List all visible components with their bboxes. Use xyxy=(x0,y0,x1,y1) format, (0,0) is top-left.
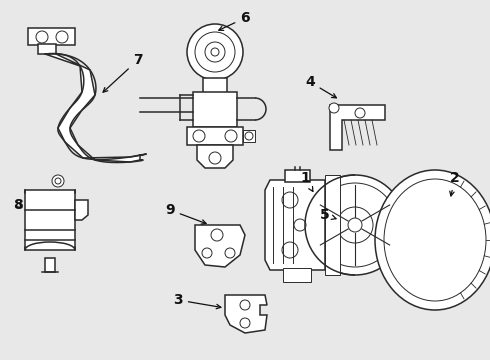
Circle shape xyxy=(225,130,237,142)
Bar xyxy=(38,44,56,54)
Bar xyxy=(325,175,340,275)
Bar xyxy=(203,78,227,93)
Polygon shape xyxy=(225,295,267,333)
Bar xyxy=(243,130,255,142)
Bar xyxy=(25,190,75,250)
Circle shape xyxy=(305,175,405,275)
Text: 2: 2 xyxy=(450,171,460,196)
Polygon shape xyxy=(195,225,245,267)
Bar xyxy=(187,127,243,145)
Circle shape xyxy=(313,183,397,267)
Bar xyxy=(45,258,55,272)
Circle shape xyxy=(209,152,221,164)
Bar xyxy=(193,92,237,127)
Circle shape xyxy=(240,318,250,328)
Circle shape xyxy=(282,242,298,258)
Circle shape xyxy=(348,218,362,232)
Circle shape xyxy=(195,32,235,72)
Circle shape xyxy=(36,31,48,43)
Text: 9: 9 xyxy=(165,203,206,224)
Polygon shape xyxy=(28,28,75,45)
Text: 5: 5 xyxy=(320,208,336,222)
Circle shape xyxy=(55,178,61,184)
Polygon shape xyxy=(75,200,88,220)
Ellipse shape xyxy=(375,170,490,310)
Circle shape xyxy=(211,229,223,241)
Text: 1: 1 xyxy=(300,171,313,192)
Bar xyxy=(283,268,311,282)
Text: 8: 8 xyxy=(13,198,23,212)
Circle shape xyxy=(56,31,68,43)
Polygon shape xyxy=(197,145,233,168)
Text: 4: 4 xyxy=(305,75,337,98)
Circle shape xyxy=(240,300,250,310)
Ellipse shape xyxy=(384,179,486,301)
Polygon shape xyxy=(45,54,140,162)
Text: 3: 3 xyxy=(173,293,221,309)
Text: 6: 6 xyxy=(219,11,250,30)
Circle shape xyxy=(337,207,373,243)
Polygon shape xyxy=(265,180,325,270)
Circle shape xyxy=(205,42,225,62)
Circle shape xyxy=(193,130,205,142)
Circle shape xyxy=(202,248,212,258)
Circle shape xyxy=(225,248,235,258)
Text: 7: 7 xyxy=(103,53,143,92)
Circle shape xyxy=(329,103,339,113)
Circle shape xyxy=(187,24,243,80)
Circle shape xyxy=(245,132,253,140)
Circle shape xyxy=(282,192,298,208)
Circle shape xyxy=(355,108,365,118)
Bar xyxy=(285,170,310,182)
Circle shape xyxy=(294,219,306,231)
Circle shape xyxy=(211,48,219,56)
Circle shape xyxy=(52,175,64,187)
Polygon shape xyxy=(330,105,385,150)
